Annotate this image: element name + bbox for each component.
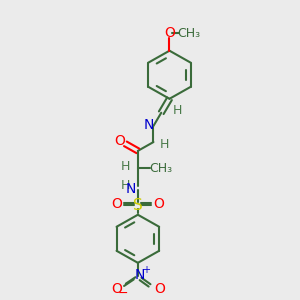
Text: N: N xyxy=(134,268,145,282)
Text: CH₃: CH₃ xyxy=(177,27,201,40)
Text: O: O xyxy=(153,197,164,211)
Text: +: + xyxy=(142,265,150,275)
Text: N: N xyxy=(144,118,154,132)
Text: H: H xyxy=(121,179,130,192)
Text: −: − xyxy=(118,287,128,300)
Text: H: H xyxy=(173,104,182,117)
Text: O: O xyxy=(164,26,175,40)
Text: O: O xyxy=(114,134,125,148)
Text: H: H xyxy=(160,138,170,151)
Text: N: N xyxy=(126,182,136,196)
Text: O: O xyxy=(154,282,165,296)
Text: S: S xyxy=(133,198,143,213)
Text: H: H xyxy=(121,160,130,173)
Text: O: O xyxy=(111,197,122,211)
Text: O: O xyxy=(111,282,122,296)
Text: CH₃: CH₃ xyxy=(149,162,172,175)
